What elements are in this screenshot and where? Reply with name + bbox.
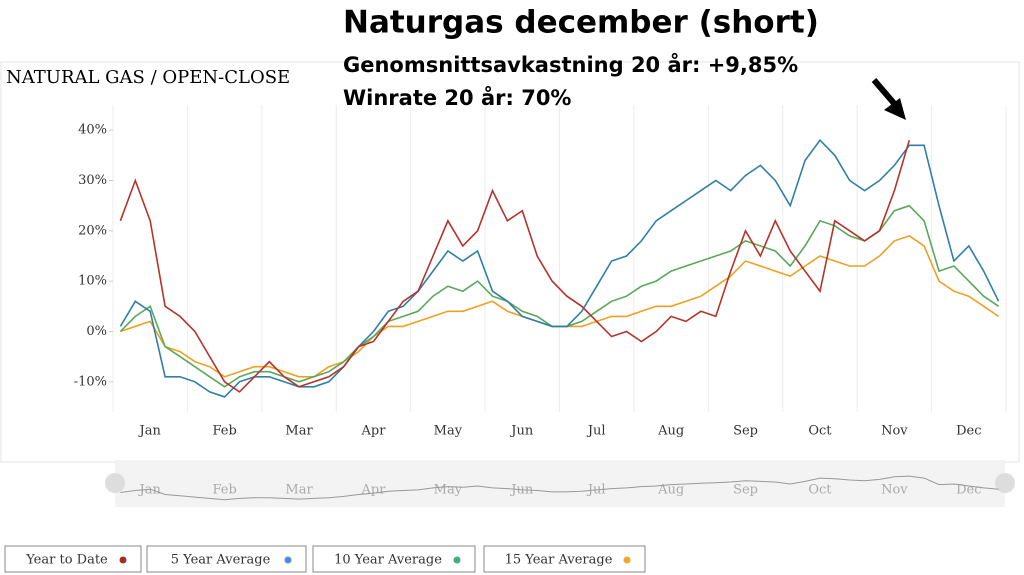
x-tick-label: Sep [733, 424, 758, 439]
navigator-label: Aug [657, 483, 684, 498]
series-line [119, 139, 911, 393]
legend-box[interactable] [483, 545, 646, 573]
legend-box[interactable] [4, 545, 142, 573]
legend-item[interactable]: 10 Year Average [312, 545, 476, 573]
x-tick-label: Mar [285, 424, 313, 439]
x-tick-label: Aug [657, 424, 684, 439]
y-tick-label: 40% [78, 123, 107, 138]
y-tick-label: 30% [78, 173, 107, 188]
annotation: Winrate 20 år: 70% [343, 85, 571, 110]
x-tick-label: Nov [881, 424, 908, 439]
series-line [119, 138, 1000, 398]
x-tick-label: Jul [586, 424, 606, 439]
navigator[interactable] [115, 460, 1005, 507]
x-tick-label: Jun [509, 424, 534, 439]
legend-label: 5 Year Average [171, 553, 271, 568]
y-tick-label: 10% [78, 274, 107, 289]
navigator-label: Nov [881, 483, 908, 498]
y-tick-label: 20% [78, 223, 107, 238]
arrow [871, 78, 906, 120]
navigator-label: Feb [212, 483, 236, 498]
legend-label: Year to Date [25, 553, 108, 568]
legend-dot [453, 556, 461, 564]
legend-label: 15 Year Average [505, 553, 613, 568]
legend-dot [284, 556, 292, 564]
navigator-label: Dec [956, 483, 981, 498]
legend-dot [623, 556, 631, 564]
navigator-handle[interactable] [105, 473, 125, 493]
navigator-line [120, 475, 999, 501]
chart-label: NATURAL GAS / OPEN-CLOSE [6, 67, 290, 88]
legend-item[interactable]: Year to Date [4, 545, 142, 573]
navigator-label: Oct [808, 483, 832, 498]
x-tick-label: Dec [956, 424, 981, 439]
x-tick-label: Jan [138, 424, 162, 439]
x-tick-label: Feb [212, 424, 236, 439]
legend-label: 10 Year Average [334, 553, 442, 568]
chart-subtitle: Genomsnittsavkastning 20 år: +9,85% [343, 52, 798, 77]
x-tick-label: Oct [808, 424, 832, 439]
legend-item[interactable]: 5 Year Average [146, 545, 307, 573]
x-tick-label: May [434, 424, 463, 439]
legend-dot [119, 556, 127, 564]
legend-box[interactable] [146, 545, 307, 573]
navigator-label: May [434, 483, 463, 498]
x-tick-label: Apr [360, 424, 386, 439]
chart-frame [0, 61, 1020, 463]
navigator-label: Apr [360, 483, 386, 498]
chart-title: Naturgas december (short) [343, 5, 819, 41]
legend-box[interactable] [312, 545, 476, 573]
navigator-handle[interactable] [995, 473, 1015, 493]
navigator-label: Mar [285, 483, 313, 498]
navigator-label: Jan [138, 483, 162, 498]
y-tick-label: -10% [74, 374, 107, 389]
y-tick-label: 0% [86, 324, 107, 339]
navigator-label: Sep [733, 483, 758, 498]
legend-item[interactable]: 15 Year Average [483, 545, 646, 573]
